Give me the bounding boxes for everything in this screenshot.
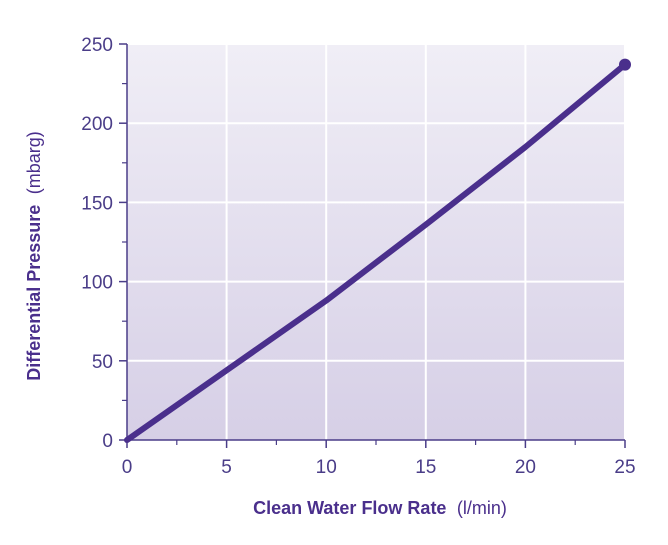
y-tick-label: 100	[81, 273, 113, 294]
y-tick-label: 200	[81, 114, 113, 135]
x-tick-label: 20	[515, 457, 536, 478]
series-group	[124, 58, 631, 443]
y-tick-label: 50	[92, 352, 113, 373]
series-line	[124, 61, 628, 443]
x-tick-label: 5	[221, 457, 232, 478]
x-tick-label: 15	[415, 457, 436, 478]
y-tick-label: 0	[102, 431, 113, 452]
gridlines	[127, 43, 626, 440]
y-axis-title-main: Differential Pressure	[24, 205, 44, 381]
plot-area	[127, 44, 625, 440]
tick-marks	[119, 43, 626, 448]
x-tick-label: 25	[614, 457, 635, 478]
x-tick-labels: 0 5 10 15 20 25	[122, 457, 636, 478]
y-tick-labels: 0 50 100 150 200 250	[81, 35, 113, 452]
x-axis-title-unit: (l/min)	[457, 498, 507, 518]
x-axis-title-main: Clean Water Flow Rate	[253, 498, 446, 518]
y-tick-label: 250	[81, 35, 113, 56]
y-axis-title: Differential Pressure (mbarg)	[24, 131, 44, 381]
x-axis-title: Clean Water Flow Rate (l/min)	[253, 498, 507, 518]
x-tick-label: 0	[122, 457, 133, 478]
y-axis-title-unit: (mbarg)	[24, 131, 44, 194]
x-tick-label: 10	[316, 457, 337, 478]
series-end-point	[619, 58, 631, 71]
y-tick-label: 150	[81, 193, 113, 214]
